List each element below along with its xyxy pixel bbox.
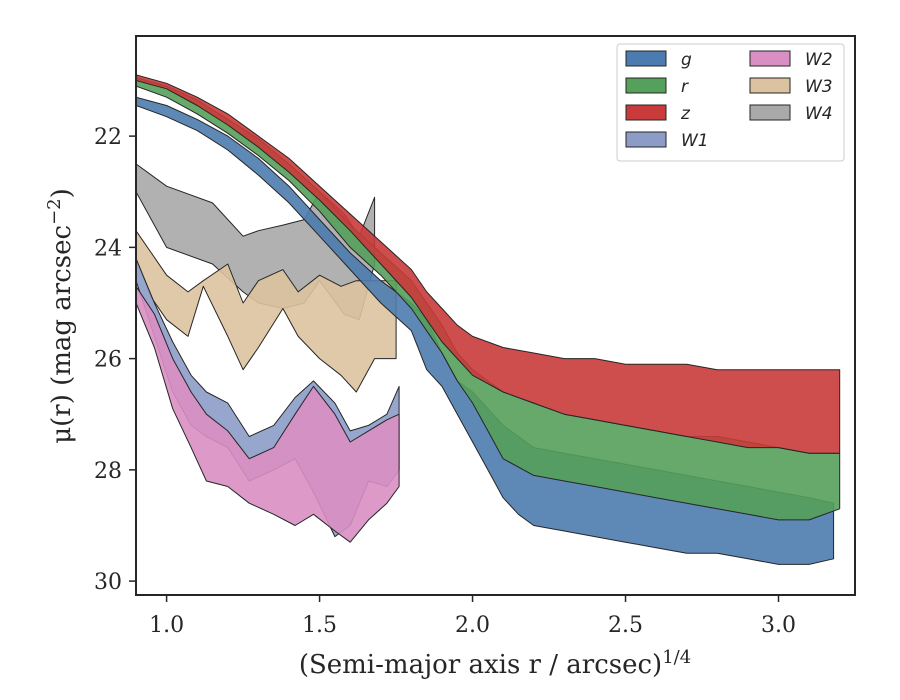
legend-swatch [749, 77, 791, 94]
y-ticks: 22 24 26 28 30 [94, 125, 136, 595]
x-axis-label: (Semi-major axis r / arcsec)1/4 [299, 647, 691, 680]
plot-frame [135, 35, 856, 596]
x-tick-label: 2.0 [455, 613, 490, 638]
legend-swatch [625, 131, 667, 148]
legend-swatch [749, 104, 791, 121]
legend-swatch [749, 50, 791, 67]
legend-label: W1 [681, 131, 709, 151]
band-z [136, 74, 841, 454]
y-tick-label: 22 [94, 125, 122, 150]
legend-label: W4 [805, 104, 833, 124]
legend-frame [616, 43, 845, 162]
bands-layer [136, 74, 841, 565]
legend-label: W3 [805, 77, 833, 97]
legend-swatch [625, 77, 667, 94]
legend-swatch [625, 104, 667, 121]
y-axis-label: μ(r) (mag arcsec−2) [44, 188, 77, 444]
legend-label: g [681, 50, 692, 70]
x-tick-label: 1.0 [149, 613, 184, 638]
y-tick-label: 26 [94, 348, 122, 373]
legend-label: W2 [805, 50, 833, 70]
y-tick-label: 24 [94, 236, 122, 261]
y-tick-label: 30 [94, 570, 122, 595]
legend-label: r [681, 77, 689, 97]
legend-label: z [680, 104, 691, 124]
x-ticks: 1.0 1.5 2.0 2.5 3.0 [149, 595, 796, 638]
legend: g W2 r W3 z W4 W1 [616, 43, 845, 162]
x-tick-label: 3.0 [761, 613, 796, 638]
band-w2 [136, 285, 400, 543]
x-tick-label: 2.5 [608, 613, 643, 638]
band-w3 [136, 230, 397, 393]
x-tick-label: 1.5 [302, 613, 337, 638]
legend-swatch [625, 50, 667, 67]
y-tick-label: 28 [94, 459, 122, 484]
